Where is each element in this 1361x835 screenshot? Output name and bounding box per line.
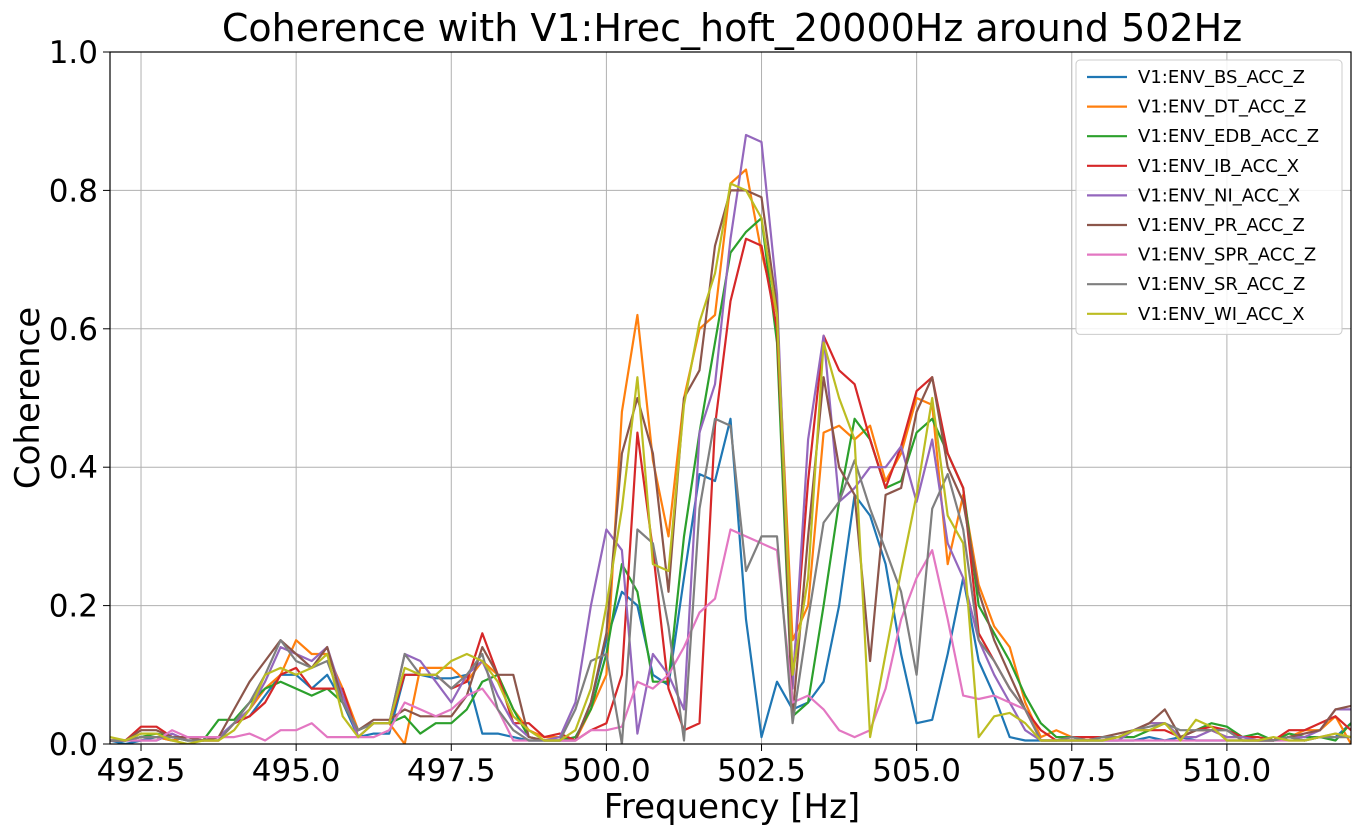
legend-label: V1:ENV_IB_ACC_X	[1138, 156, 1299, 177]
x-tick-label: 495.0	[252, 753, 341, 789]
y-axis-label: Coherence	[8, 307, 48, 489]
ticks: 492.5 495.0 497.5 500.0 502.5 505.0 507.5 510.0…	[49, 35, 1272, 789]
legend-label: V1:ENV_PR_ACC_Z	[1138, 215, 1305, 236]
legend-label: V1:ENV_BS_ACC_Z	[1138, 67, 1305, 88]
x-tick-label: 502.5	[717, 753, 806, 789]
series-line-1	[110, 417, 1351, 744]
y-tick-label: 0.2	[49, 589, 98, 625]
x-tick-label: 505.0	[872, 753, 961, 789]
y-tick-label: 1.0	[49, 35, 98, 71]
legend-label: V1:ENV_DT_ACC_Z	[1138, 97, 1306, 118]
y-tick-label: 0.4	[49, 450, 98, 486]
y-tick-label: 0.8	[49, 173, 98, 209]
x-tick-label: 492.5	[97, 753, 186, 789]
legend-label: V1:ENV_EDB_ACC_Z	[1138, 126, 1319, 147]
legend-label: V1:ENV_NI_ACC_X	[1138, 185, 1300, 206]
series-line-8	[110, 417, 1351, 744]
chart-title: Coherence with V1:Hrec_hoft_20000Hz arou…	[222, 6, 1242, 50]
series-line-7	[110, 528, 1351, 742]
x-tick-label: 497.5	[407, 753, 496, 789]
x-axis-label: Frequency [Hz]	[604, 787, 860, 827]
x-tick-label: 510.0	[1183, 753, 1272, 789]
series-line-9	[110, 182, 1351, 744]
y-tick-label: 0.0	[49, 727, 98, 763]
x-tick-label: 507.5	[1027, 753, 1116, 789]
legend-label: V1:ENV_SR_ACC_Z	[1138, 274, 1305, 295]
legend-box	[1075, 59, 1343, 335]
legend: V1:ENV_BS_ACC_Z V1:ENV_DT_ACC_Z V1:ENV_EDB…	[1075, 59, 1343, 335]
series-line-3	[110, 217, 1351, 742]
legend-label: V1:ENV_SPR_ACC_Z	[1138, 245, 1316, 266]
y-tick-label: 0.6	[49, 312, 98, 348]
series-line-6	[110, 189, 1351, 742]
x-tick-label: 500.0	[562, 753, 651, 789]
legend-label: V1:ENV_WI_ACC_X	[1138, 304, 1305, 325]
plot-frame	[109, 51, 1352, 745]
series-layer	[110, 133, 1351, 744]
series-lines	[110, 133, 1351, 744]
